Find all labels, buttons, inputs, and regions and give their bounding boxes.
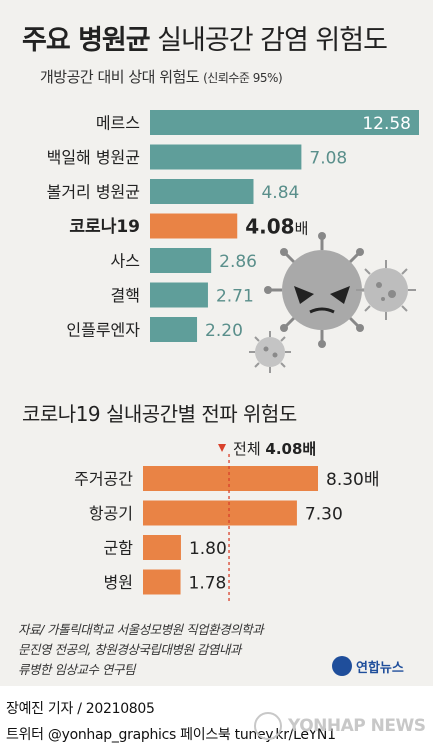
yonhap-logo: 연합뉴스 [332,656,404,676]
category-label: 병원 [104,573,133,592]
category-label: 백일해 병원균 [47,148,140,167]
value-label: 8.30배 [326,470,380,490]
bar [150,213,238,239]
bar [143,466,318,491]
value-label: 12.58 [362,114,411,134]
reference-label: 전체 4.08배 [233,440,316,458]
value-label: 1.78 [189,574,227,594]
watermark-text: YONHAP NEWS [288,716,426,736]
value-label: 4.08배 [245,215,308,239]
social-links: 트위터 @yonhap_graphics 페이스북 tuney.kr/LeYN1 [6,727,336,743]
bar [150,144,302,170]
source-note: 자료/ 가톨릭대학교 서울성모병원 직업환경의학과 문진영 전공의, 창원경상국… [18,620,264,680]
reference-marker [218,444,227,452]
bar [150,179,254,204]
subtitle-note: (신뢰수준 95%) [203,71,283,85]
title-regular: 실내공간 감염 위험도 [157,25,388,56]
reporter-credit: 장예진 기자 / 20210805 [6,701,155,717]
value-label: 1.80 [189,539,227,559]
source-line: 문진영 전공의, 창원경상국립대병원 감염내과 [18,642,241,657]
subtitle-main: 개방공간 대비 상대 위험도 [40,68,200,86]
category-label: 주거공간 [74,470,133,489]
value-label: 7.08 [309,149,347,169]
category-label: 인플루엔자 [66,321,140,340]
value-label: 2.71 [216,287,254,307]
category-label: 코로나19 [69,217,140,237]
category-label: 군함 [104,539,134,558]
category-label: 항공기 [89,504,133,523]
bar [150,248,212,273]
title-bold: 주요 병원균 [22,25,151,56]
source-line: 류병한 임상교수 연구팀 [18,662,135,677]
yonhap-watermark: YONHAP NEWS [254,712,426,740]
value-label: 2.86 [219,252,257,272]
yonhap-logo-icon [332,656,352,676]
bar [143,535,181,560]
pathogen-risk-chart: 메르스 12.58 백일해 병원균 7.08 볼거리 병원균 4.84 코로나19 4.08배… [47,110,419,342]
value-label: 7.30 [305,505,343,525]
value-label: 2.20 [205,321,243,341]
bar [143,569,181,595]
bar [150,110,419,135]
chart1-subtitle: 개방공간 대비 상대 위험도 (신뢰수준 95%) [40,66,283,87]
yonhap-logo-text: 연합뉴스 [356,660,404,676]
page-title: 주요 병원균 실내공간 감염 위험도 [22,18,388,57]
value-label: 4.84 [261,183,299,203]
bar [150,317,198,342]
category-label: 사스 [111,252,140,271]
watermark-icon [254,712,282,740]
bar [150,282,208,308]
category-label: 결핵 [111,286,140,305]
category-label: 볼거리 병원균 [47,183,140,202]
bar [143,500,297,526]
source-line: 자료/ 가톨릭대학교 서울성모병원 직업환경의학과 [18,622,264,637]
category-label: 메르스 [96,114,140,133]
chart2-title: 코로나19 실내공간별 전파 위험도 [22,402,297,426]
